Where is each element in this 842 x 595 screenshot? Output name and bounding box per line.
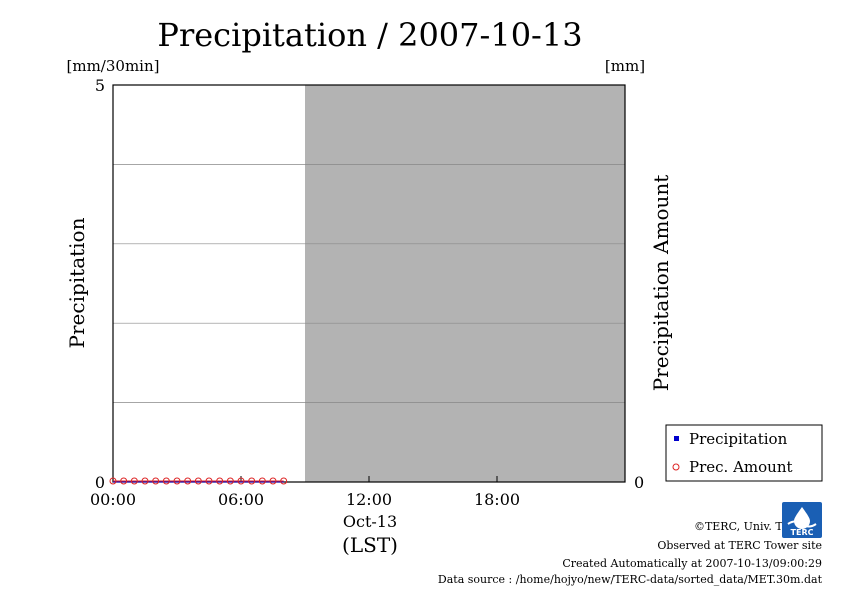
- prec-amount-point: [173, 477, 181, 485]
- legend: Precipitation Prec. Amount: [665, 424, 823, 482]
- x-date-label: Oct-13: [343, 512, 397, 531]
- prec-amount-point: [130, 477, 138, 485]
- right-axis-title: Precipitation Amount: [649, 175, 673, 392]
- left-axis-title: Precipitation: [65, 217, 89, 348]
- terc-logo: TERC: [782, 502, 822, 538]
- x-tick-label: 12:00: [346, 490, 392, 509]
- right-y-tick-label: 0: [634, 473, 644, 492]
- no-data-region: [305, 85, 625, 482]
- left-y-tick-label: 5: [95, 76, 105, 95]
- prec-amount-point: [237, 477, 245, 485]
- prec-amount-point: [184, 477, 192, 485]
- x-tick-label: 00:00: [90, 490, 136, 509]
- chart-title: Precipitation / 2007-10-13: [157, 16, 582, 54]
- prec-amount-point: [248, 477, 256, 485]
- prec-amount-point: [258, 477, 266, 485]
- x-tick-label: 18:00: [474, 490, 520, 509]
- prec-amount-point: [280, 477, 288, 485]
- legend-precipitation-marker: [674, 436, 679, 441]
- legend-prec-amount-label: Prec. Amount: [689, 458, 793, 476]
- right-unit-label: [mm]: [605, 57, 645, 75]
- prec-amount-point: [109, 477, 117, 485]
- series-prec-amount: [109, 477, 288, 485]
- prec-amount-point: [226, 477, 234, 485]
- legend-prec-amount-marker: [672, 463, 680, 471]
- x-tick-label: 06:00: [218, 490, 264, 509]
- prec-amount-point: [141, 477, 149, 485]
- prec-amount-point: [216, 477, 224, 485]
- data-source-text: Data source : /home/hojyo/new/TERC-data/…: [437, 573, 822, 586]
- legend-precipitation-label: Precipitation: [689, 430, 788, 448]
- prec-amount-point: [152, 477, 160, 485]
- prec-amount-point: [269, 477, 277, 485]
- prec-amount-point: [194, 477, 202, 485]
- prec-amount-point: [120, 477, 128, 485]
- created-text: Created Automatically at 2007-10-13/09:0…: [562, 557, 822, 570]
- svg-text:TERC: TERC: [791, 528, 814, 537]
- prec-amount-point: [162, 477, 170, 485]
- left-y-tick-label: 0: [95, 473, 105, 492]
- legend-box: [665, 424, 823, 482]
- left-unit-label: [mm/30min]: [67, 57, 160, 75]
- observed-text: Observed at TERC Tower site: [657, 539, 822, 552]
- prec-amount-point: [205, 477, 213, 485]
- x-axis-title: (LST): [342, 533, 398, 557]
